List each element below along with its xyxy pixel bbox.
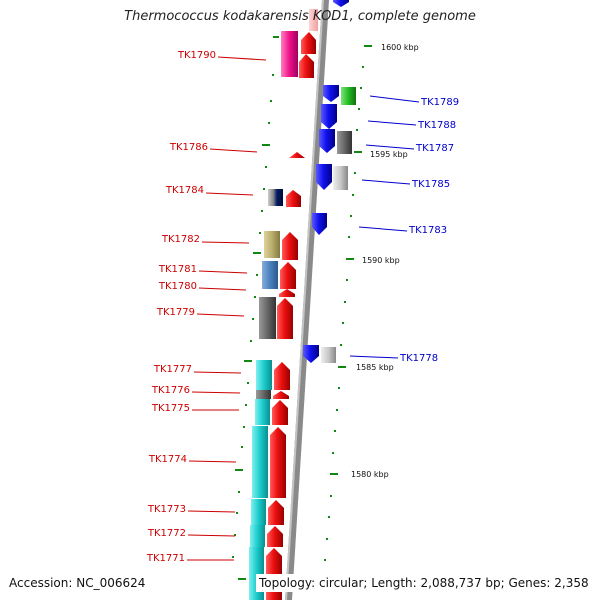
gene-label: TK1786 <box>169 142 208 153</box>
gene-label: TK1779 <box>156 307 195 318</box>
gene-block <box>333 166 348 190</box>
kbp-label: 1590 kbp <box>362 256 400 265</box>
left-leader-lines <box>187 56 267 561</box>
kbp-label: 1585 kbp <box>356 363 394 372</box>
gene-arrow <box>289 152 305 158</box>
gene-label: TK1773 <box>147 504 186 515</box>
kbp-scale: 1600 kbp 1595 kbp 1590 kbp 1585 kbp 1580… <box>351 43 419 479</box>
right-gene-labels: TK1789 TK1788 TK1787 TK1785 TK1783 TK177… <box>399 97 459 364</box>
gene-arrow <box>272 400 288 425</box>
gene-arrow <box>303 345 319 363</box>
gene-label: TK1771 <box>146 553 185 564</box>
accession-label: Accession: NC_006624 <box>6 574 149 592</box>
gene-arrow <box>279 289 295 297</box>
gene-label: TK1778 <box>399 353 438 364</box>
gene-label: TK1775 <box>151 403 190 414</box>
reverse-strand-genes <box>303 0 356 363</box>
gene-arrow <box>273 391 289 399</box>
gene-arrow <box>333 0 349 7</box>
gene-arrow <box>323 85 339 102</box>
kbp-label: 1580 kbp <box>351 470 389 479</box>
gene-label: TK1772 <box>147 528 186 539</box>
gene-label: TK1789 <box>420 97 459 108</box>
right-leader-lines <box>349 95 420 359</box>
gene-label: TK1774 <box>148 454 187 465</box>
gene-arrow <box>268 500 284 525</box>
kbp-label: 1595 kbp <box>370 150 408 159</box>
gene-block <box>250 525 265 547</box>
gene-block <box>264 231 280 258</box>
gene-arrow <box>280 262 296 289</box>
gene-block <box>252 426 268 498</box>
gene-block <box>251 499 266 525</box>
kbp-label: 1600 kbp <box>381 43 419 52</box>
gene-block <box>309 9 318 31</box>
gene-arrow <box>286 190 301 207</box>
left-gene-labels: TK1790 TK1786 TK1784 TK1782 TK1781 TK178… <box>146 50 216 564</box>
gene-arrow <box>282 232 298 260</box>
genome-axis <box>285 0 329 600</box>
gene-label: TK1780 <box>158 281 197 292</box>
gene-label: TK1776 <box>151 385 190 396</box>
gene-block <box>281 31 298 77</box>
topology-label: Topology: circular; Length: 2,088,737 bp… <box>256 574 592 592</box>
gene-block <box>256 390 271 399</box>
gene-label: TK1788 <box>417 120 456 131</box>
gene-arrow <box>321 104 337 129</box>
gene-label: TK1777 <box>153 364 192 375</box>
gene-arrow <box>274 362 290 390</box>
gene-arrow <box>267 526 283 547</box>
gene-arrow <box>270 427 286 498</box>
gene-label: TK1787 <box>415 143 454 154</box>
gene-block <box>255 399 270 425</box>
gene-label: TK1785 <box>411 179 450 190</box>
gene-arrow <box>319 129 335 153</box>
gene-label: TK1782 <box>161 234 200 245</box>
gene-label: TK1781 <box>158 264 197 275</box>
gene-block <box>337 131 352 154</box>
gene-arrow <box>316 164 332 190</box>
gene-block <box>341 87 356 105</box>
map-title: Thermococcus kodakarensis KOD1, complete… <box>124 9 476 24</box>
gene-block <box>256 360 272 390</box>
gene-label: TK1783 <box>408 225 447 236</box>
gene-label: TK1790 <box>177 50 216 61</box>
gene-block <box>321 347 336 363</box>
tick-marks <box>232 36 372 583</box>
gene-arrow <box>301 32 316 54</box>
gene-label: TK1784 <box>165 185 204 196</box>
gene-arrow <box>299 54 314 78</box>
gene-block <box>259 297 276 339</box>
gene-block <box>268 189 283 206</box>
gene-arrow <box>277 298 293 339</box>
gene-arrow <box>312 213 327 235</box>
gene-block <box>262 261 278 289</box>
